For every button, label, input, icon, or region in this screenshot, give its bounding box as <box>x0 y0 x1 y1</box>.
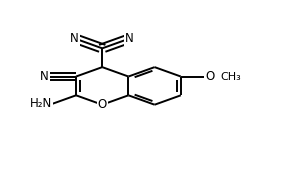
Text: N: N <box>125 32 134 45</box>
Text: N: N <box>40 70 49 83</box>
Text: CH₃: CH₃ <box>221 72 241 81</box>
Text: O: O <box>98 98 107 111</box>
Text: H₂N: H₂N <box>30 97 52 110</box>
Text: O: O <box>205 70 214 83</box>
Text: N: N <box>70 32 79 45</box>
